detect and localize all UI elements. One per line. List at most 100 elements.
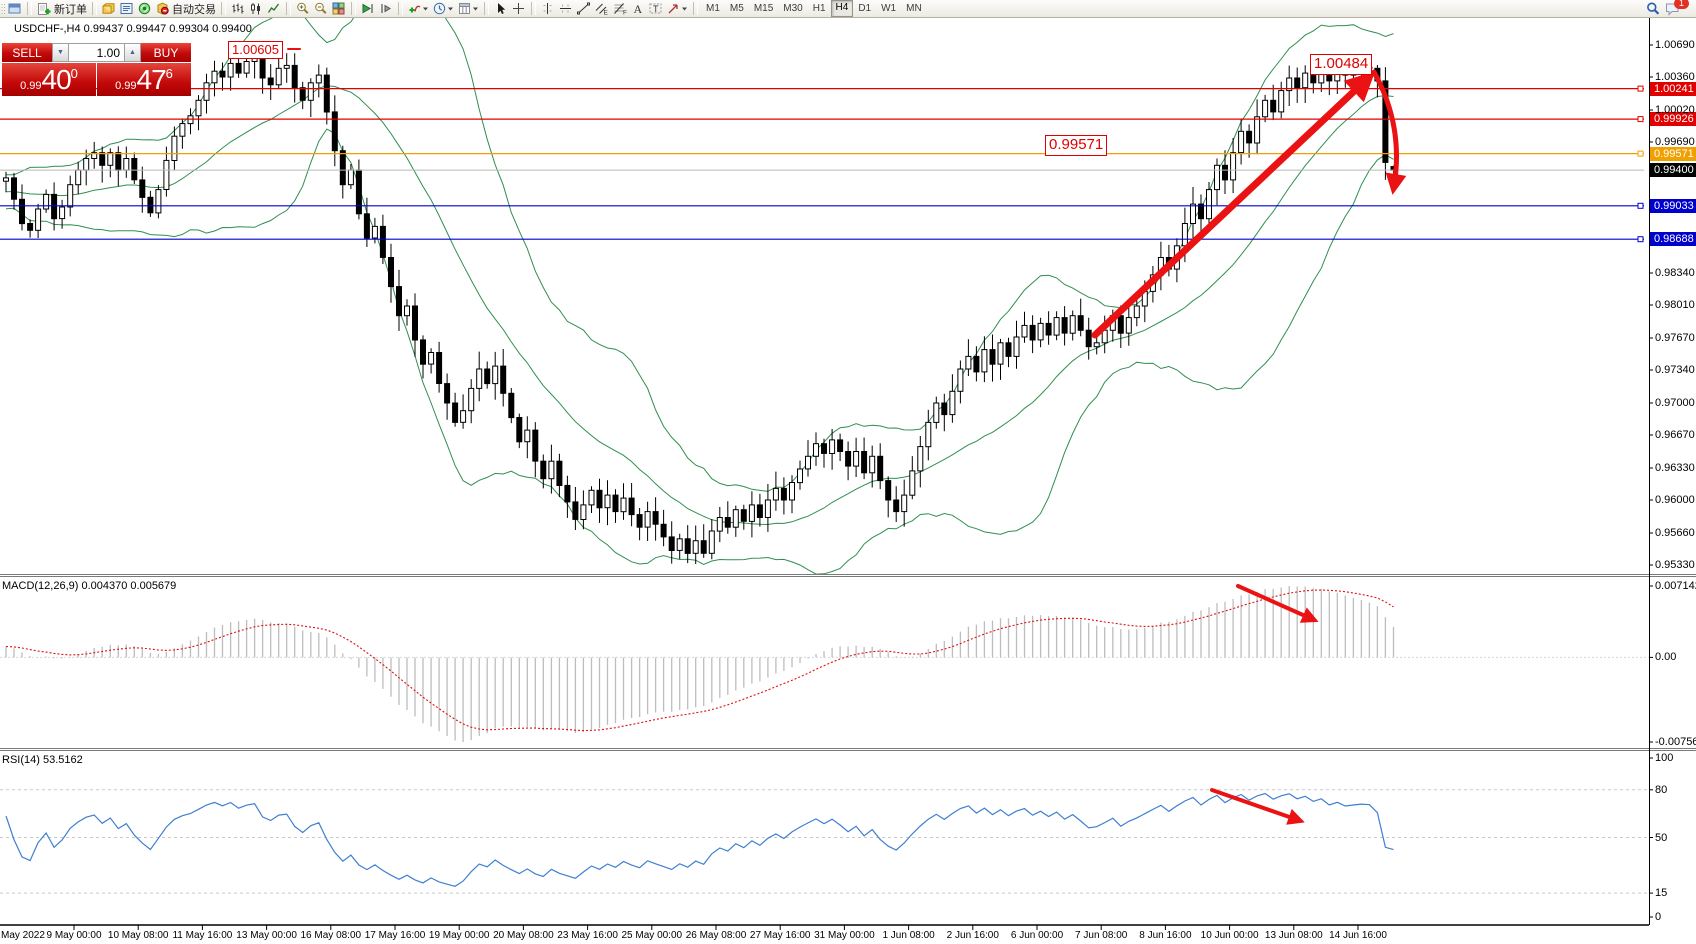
timeframe-m1-button[interactable]: M1 xyxy=(706,3,720,14)
timeframe-h4-button[interactable]: H4 xyxy=(830,0,854,17)
indicators-icon xyxy=(408,2,422,15)
candlestick-icon xyxy=(249,2,263,15)
macd-arrow-down xyxy=(1236,584,1319,623)
timeframe-w1-button[interactable]: W1 xyxy=(881,3,897,14)
chevron-down-icon xyxy=(422,2,429,15)
zoom-out-icon xyxy=(314,2,328,15)
macd-panel[interactable] xyxy=(0,577,1649,748)
zoom-in-button[interactable] xyxy=(294,1,312,16)
search-button[interactable] xyxy=(1644,1,1663,16)
lot-decrease-button[interactable]: ▼ xyxy=(52,43,69,62)
sell-price-button[interactable]: 0.99 40 0 xyxy=(2,63,96,96)
fibonacci-button[interactable]: F xyxy=(611,1,629,16)
lot-increase-button[interactable]: ▲ xyxy=(124,43,141,62)
shapes-button[interactable] xyxy=(665,1,690,16)
timeframe-d1-button[interactable]: D1 xyxy=(858,3,872,14)
toolbar: 新订单 自动交易 E F A T M1 M5 M15 M30 H1 H4 D1 W1 MN 1 xyxy=(0,0,1696,18)
indicators-button[interactable] xyxy=(406,1,431,16)
chart-shift-button[interactable] xyxy=(377,1,395,16)
buy-button[interactable]: BUY xyxy=(141,43,191,62)
timeframe-m5-button[interactable]: M5 xyxy=(729,3,744,14)
periods-button[interactable] xyxy=(431,1,456,16)
toolbar-separator xyxy=(351,2,356,15)
autotrading-button[interactable]: 自动交易 xyxy=(154,1,218,16)
autotrading-icon xyxy=(156,2,170,15)
buy-price-pip: 6 xyxy=(165,66,173,81)
cursor-button[interactable] xyxy=(492,1,510,16)
toolbar-separator xyxy=(27,2,32,15)
auto-scroll-icon xyxy=(361,2,375,15)
timeframe-mn-button[interactable]: MN xyxy=(906,3,922,14)
text-button[interactable]: A xyxy=(629,1,647,16)
vline-button[interactable] xyxy=(539,1,557,16)
market-watch-button[interactable] xyxy=(118,1,136,16)
svg-text:A: A xyxy=(634,2,643,15)
vline-icon xyxy=(541,2,555,15)
label-button[interactable]: T xyxy=(647,1,665,16)
auto-scroll-button[interactable] xyxy=(359,1,377,16)
toolbar-separator xyxy=(92,2,97,15)
zoom-out-button[interactable] xyxy=(312,1,330,16)
buy-price-button[interactable]: 0.99 47 6 xyxy=(97,63,191,96)
tile-windows-button[interactable] xyxy=(330,1,348,16)
one-click-trade-panel: SELL ▼ ▲ BUY 0.99 40 0 0.99 47 6 xyxy=(2,43,191,96)
candlestick-button[interactable] xyxy=(247,1,265,16)
hline-button[interactable] xyxy=(557,1,575,16)
sell-price-pip: 0 xyxy=(70,66,78,81)
trendline-icon xyxy=(577,2,591,15)
timeframe-h1-button[interactable]: H1 xyxy=(812,3,826,14)
time-axis[interactable] xyxy=(0,926,1649,944)
text-icon: A xyxy=(631,2,645,15)
window-button[interactable] xyxy=(6,1,24,16)
rsi-indicator xyxy=(0,789,1649,894)
price-axis[interactable] xyxy=(1650,17,1696,925)
toolbar-separator xyxy=(398,2,403,15)
window-icon xyxy=(8,2,22,15)
autotrading-label: 自动交易 xyxy=(172,3,216,16)
crosshair-button[interactable] xyxy=(510,1,528,16)
signals-button[interactable] xyxy=(136,1,154,16)
templates-icon xyxy=(458,2,472,15)
cursor-icon xyxy=(494,2,508,15)
toolbar-separator xyxy=(221,2,226,15)
channel-button[interactable]: E xyxy=(593,1,611,16)
trendline-button[interactable] xyxy=(575,1,593,16)
grip xyxy=(0,2,6,16)
toolbar-separator xyxy=(286,2,291,15)
macd-indicator xyxy=(0,586,1649,742)
trend-arrow-up xyxy=(1091,71,1376,339)
chat-button[interactable]: 1 xyxy=(1663,0,1689,16)
new-order-button[interactable]: 新订单 xyxy=(35,1,89,16)
crosshair-icon xyxy=(512,2,526,15)
bar-chart-button[interactable] xyxy=(229,1,247,16)
main-chart-area[interactable] xyxy=(0,17,1649,575)
trend-arrow-down xyxy=(1371,69,1407,195)
profiles-button[interactable] xyxy=(100,1,118,16)
sell-price-prefix: 0.99 xyxy=(20,79,42,92)
templates-button[interactable] xyxy=(456,1,481,16)
svg-text:E: E xyxy=(604,10,609,16)
line-chart-button[interactable] xyxy=(265,1,283,16)
timeframe-m30-button[interactable]: M30 xyxy=(783,3,803,14)
market-watch-icon xyxy=(120,2,134,15)
buy-price-big: 47 xyxy=(136,64,167,95)
rsi-panel[interactable] xyxy=(0,751,1649,925)
new-order-icon xyxy=(37,2,52,16)
notification-badge: 1 xyxy=(1674,0,1689,9)
sell-button[interactable]: SELL xyxy=(2,43,52,62)
toolbar-separator xyxy=(693,2,698,15)
timeframe-m15-button[interactable]: M15 xyxy=(753,3,774,14)
fibonacci-icon: F xyxy=(613,2,627,15)
label-icon: T xyxy=(649,2,663,15)
periods-icon xyxy=(433,2,447,15)
chevron-down-icon xyxy=(681,2,688,15)
lot-size-input[interactable] xyxy=(69,43,124,62)
buy-price-prefix: 0.99 xyxy=(115,79,137,92)
tile-windows-icon xyxy=(332,2,346,15)
channel-icon: E xyxy=(595,2,609,15)
new-order-label: 新订单 xyxy=(54,3,87,16)
svg-text:F: F xyxy=(623,10,627,16)
line-chart-icon xyxy=(267,2,281,15)
zoom-in-icon xyxy=(296,2,310,15)
